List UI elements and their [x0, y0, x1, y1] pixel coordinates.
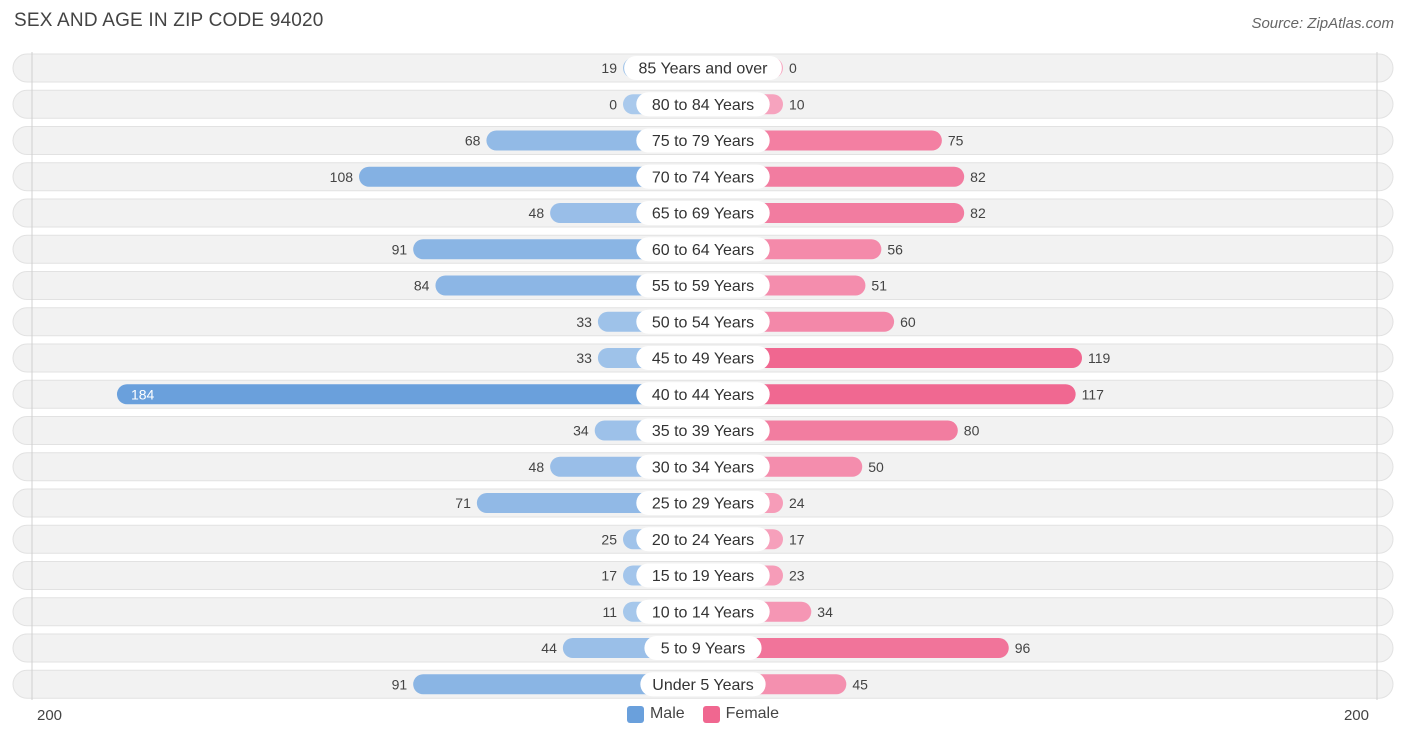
bar-female [703, 348, 1083, 368]
bar-female [703, 384, 1076, 405]
value-label-male: 48 [529, 459, 545, 475]
category-label-background [636, 418, 770, 443]
category-label: 15 to 19 Years [652, 568, 754, 585]
value-label-female: 82 [970, 205, 986, 221]
value-label-female: 117 [1082, 386, 1105, 402]
value-label-male: 91 [392, 676, 408, 692]
chart-svg: 19 0 85 Years and over 0 10 80 to 84 Years 68 7… [12, 52, 1394, 700]
bar-male [359, 166, 703, 187]
bar-male [435, 275, 703, 296]
category-label: 55 to 59 Years [652, 278, 754, 295]
value-label-female: 51 [871, 278, 887, 294]
legend-item-male: Male [626, 705, 685, 723]
source-label: Source: ZipAtlas.com [1251, 15, 1394, 32]
category-label-background [636, 309, 770, 334]
value-label-male: 68 [465, 133, 481, 149]
category-label-background [636, 454, 770, 479]
value-label-female: 24 [789, 495, 805, 511]
category-label: 25 to 29 Years [652, 496, 754, 513]
value-label-female: 23 [789, 568, 805, 584]
category-label-background [636, 491, 770, 515]
value-label-male: 25 [601, 531, 617, 547]
legend: Male Female [0, 705, 1406, 723]
category-label: 20 to 24 Years [652, 532, 754, 549]
category-label-background [636, 128, 770, 153]
category-label: 70 to 74 Years [652, 169, 754, 186]
category-label: 50 to 54 Years [652, 314, 754, 331]
category-label-background [636, 164, 770, 189]
value-label-male: 44 [541, 640, 557, 656]
value-label-male: 84 [414, 278, 430, 294]
value-label-female: 80 [964, 423, 980, 439]
category-label: 40 to 44 Years [652, 387, 754, 404]
value-label-female: 56 [887, 241, 903, 257]
category-label-background [636, 382, 770, 407]
axis-left-label: 200 [37, 707, 63, 724]
value-label-male: 71 [455, 495, 471, 511]
value-label-male: 48 [529, 205, 545, 221]
value-label-male: 34 [573, 423, 589, 439]
value-label-female: 10 [789, 96, 805, 112]
category-label-background [636, 527, 770, 552]
value-label-female: 50 [868, 459, 884, 475]
value-label-male: 33 [576, 350, 592, 366]
female-swatch [702, 705, 720, 723]
category-label-background [624, 56, 782, 80]
category-label: 5 to 9 Years [661, 641, 746, 658]
bar-female [703, 638, 1009, 658]
axis-right-label: 200 [1343, 707, 1369, 724]
category-label-background [636, 201, 770, 225]
category-label: 75 to 79 Years [652, 133, 754, 150]
value-label-male: 91 [392, 241, 408, 257]
value-label-female: 0 [789, 60, 797, 76]
value-label-female: 82 [970, 169, 986, 185]
value-label-female: 119 [1088, 350, 1111, 366]
chart-title: SEX AND AGE IN ZIP CODE 94020 [14, 10, 324, 31]
value-label-female: 96 [1015, 640, 1031, 656]
category-label: 85 Years and over [639, 61, 769, 78]
value-label-female: 75 [948, 133, 964, 149]
category-label-background [644, 636, 762, 660]
value-label-male: 19 [601, 60, 617, 76]
value-label-male: 0 [609, 96, 617, 112]
bar-male [413, 239, 703, 260]
category-label: 35 to 39 Years [652, 423, 754, 440]
category-label: 65 to 69 Years [652, 206, 754, 223]
category-label-background [636, 237, 770, 262]
category-label-background [640, 672, 766, 697]
value-label-female: 34 [817, 604, 833, 620]
legend-item-female: Female [702, 705, 780, 723]
category-label-background [636, 346, 770, 370]
category-label: 30 to 34 Years [652, 459, 754, 476]
category-label-background [636, 563, 770, 588]
male-swatch [626, 705, 644, 723]
value-label-male: 184 [131, 386, 155, 402]
category-label: 60 to 64 Years [652, 242, 754, 259]
category-label: 10 to 14 Years [652, 604, 754, 621]
legend-male-label: Male [649, 705, 685, 722]
value-label-female: 17 [789, 531, 805, 547]
category-label: 80 to 84 Years [652, 97, 754, 114]
value-label-female: 60 [900, 314, 916, 330]
bar-male [413, 674, 703, 695]
category-label: 45 to 49 Years [652, 351, 754, 368]
legend-female-label: Female [725, 705, 780, 722]
value-label-male: 33 [576, 314, 592, 330]
value-label-male: 11 [602, 604, 617, 620]
value-label-male: 108 [330, 169, 354, 185]
value-label-male: 17 [601, 568, 617, 584]
category-label-background [636, 273, 770, 298]
bar-male [116, 384, 703, 405]
category-label-background [636, 92, 770, 117]
value-label-female: 45 [852, 676, 868, 692]
category-label-background [636, 599, 770, 624]
category-label: Under 5 Years [652, 677, 753, 694]
